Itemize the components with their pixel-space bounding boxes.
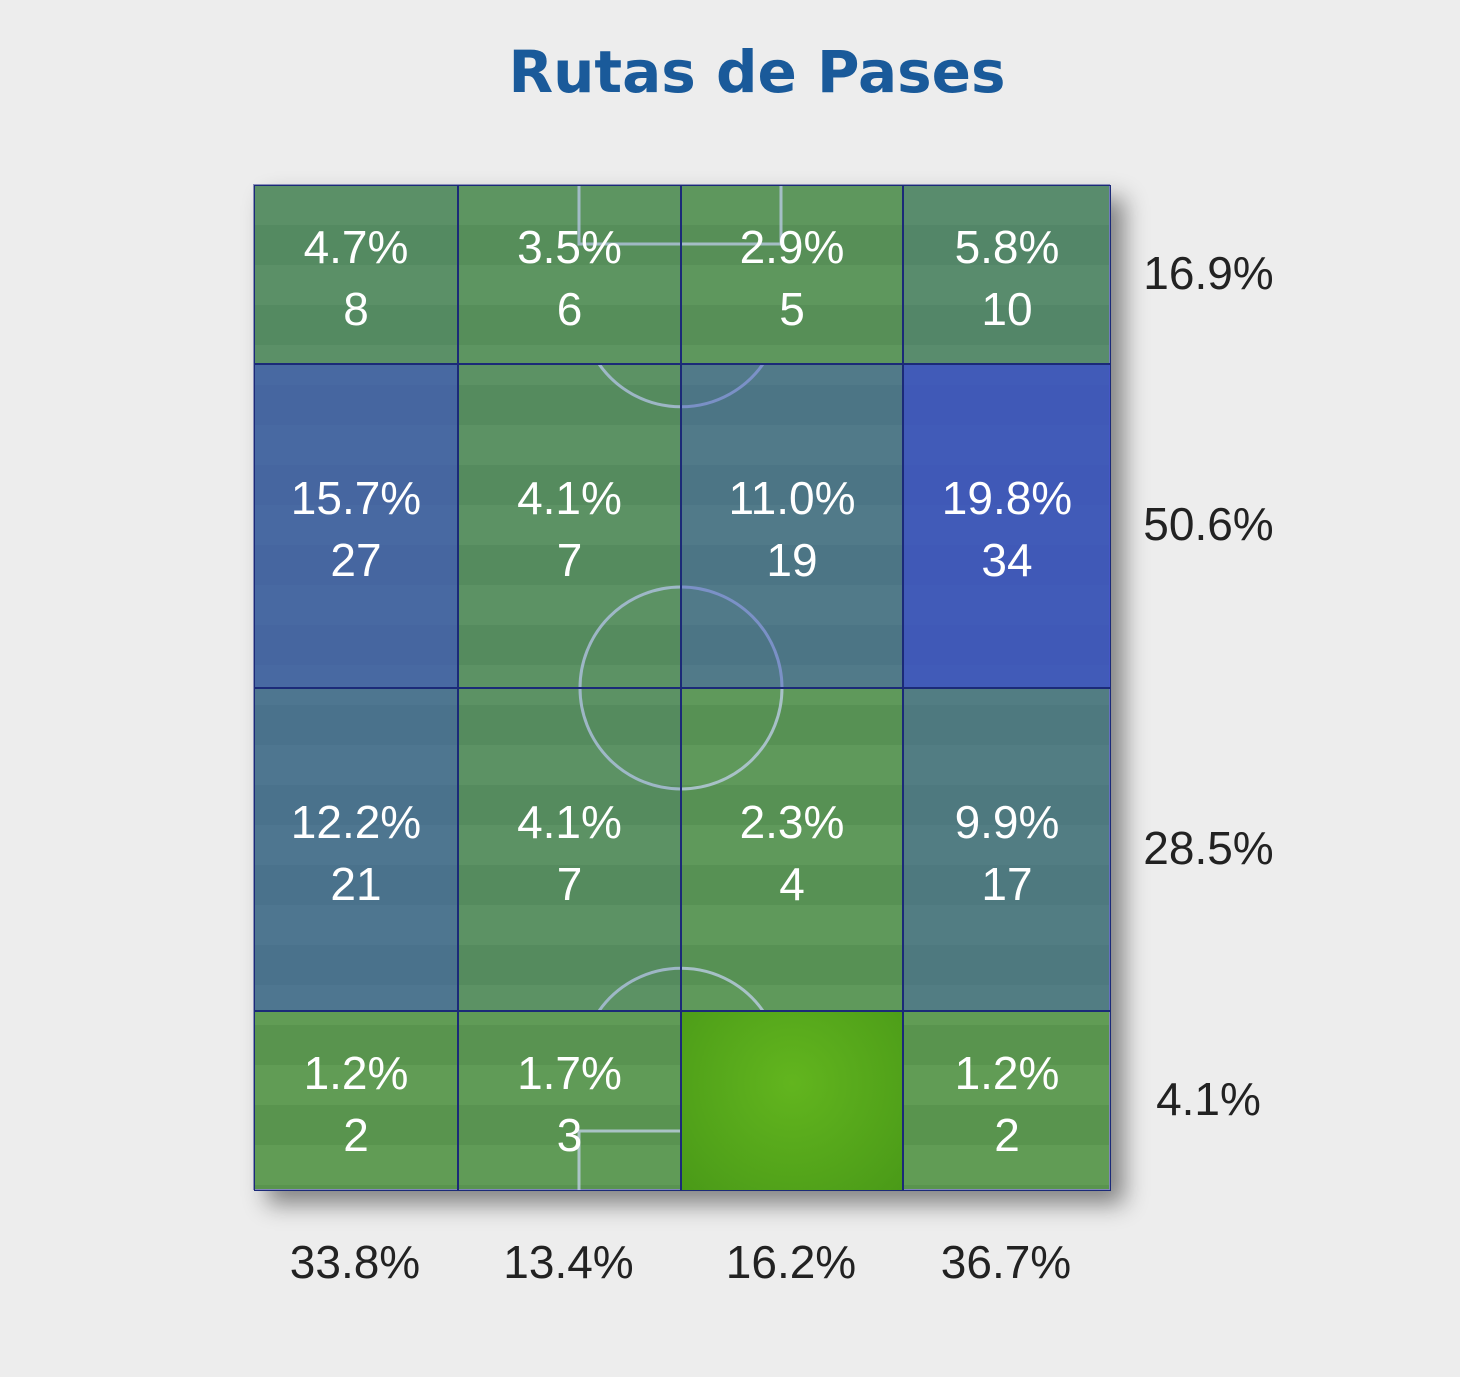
cell-percent: 19.8%	[941, 472, 1073, 524]
heatmap-cell: 2.9% 5	[681, 185, 903, 364]
cell-count: 7	[556, 534, 583, 586]
column-total: 16.2%	[725, 1236, 857, 1288]
cell-count: 27	[330, 534, 382, 586]
cell-percent: 1.2%	[303, 1047, 409, 1099]
heatmap-cell: 4.7% 8	[254, 185, 458, 364]
row-total: 50.6%	[1143, 498, 1274, 550]
row-total: 28.5%	[1143, 821, 1274, 874]
column-total: 33.8%	[289, 1236, 421, 1288]
heatmap-cell: 15.7% 27	[254, 364, 458, 688]
heatmap-cell: 5.8% 10	[903, 185, 1111, 364]
cell-count: 6	[556, 282, 583, 335]
heatmap-cell: 19.8% 34	[903, 364, 1111, 688]
heatmap-cell: 1.2% 2	[903, 1011, 1111, 1191]
cell-percent: 3.5%	[517, 220, 622, 273]
cell-count: 8	[343, 282, 369, 335]
cell-count: 3	[556, 1109, 583, 1161]
cell-count: 21	[330, 857, 382, 910]
cell-count: 2	[343, 1109, 369, 1161]
heatmap-cell: 2.3% 4	[681, 688, 903, 1011]
cell-percent: 15.7%	[290, 472, 422, 524]
cell-count: 19	[766, 534, 818, 586]
heatmap-cell: 4.1% 7	[458, 364, 681, 688]
row-total: 16.9%	[1143, 246, 1274, 299]
cell-count: 2	[994, 1109, 1020, 1161]
heatmap-cell: 1.2% 2	[254, 1011, 458, 1191]
chart-title: Rutas de Pases	[508, 38, 1006, 106]
heatmap-cell: 3.5% 6	[458, 185, 681, 364]
cell-percent: 11.0%	[728, 472, 856, 524]
cell-percent: 4.7%	[303, 220, 409, 273]
cell-count: 4	[779, 857, 805, 910]
cell-count: 17	[981, 857, 1033, 910]
cell-percent: 2.9%	[739, 220, 845, 273]
row-total: 4.1%	[1156, 1073, 1261, 1125]
cell-count: 7	[556, 857, 583, 910]
cell-percent: 12.2%	[290, 795, 422, 848]
column-total: 13.4%	[503, 1236, 634, 1288]
cell-percent: 4.1%	[517, 795, 622, 848]
cell-percent: 1.7%	[517, 1047, 622, 1099]
cell-count: 10	[981, 282, 1033, 335]
column-total: 36.7%	[940, 1236, 1072, 1288]
cell-percent: 9.9%	[954, 795, 1060, 848]
cell-percent: 1.2%	[954, 1047, 1060, 1099]
heatmap-cell: 1.7% 3	[458, 1011, 681, 1191]
heatmap-cell	[681, 1011, 903, 1191]
pitch: 4.7% 8 3.5% 6 2.9% 5 5.8% 10 15.7% 27 4.1% 7 11.0% 19…	[253, 184, 1111, 1191]
cell-count: 34	[981, 534, 1033, 586]
cell-count: 5	[779, 282, 805, 335]
cell-percent: 2.3%	[739, 795, 845, 848]
cell-percent: 5.8%	[954, 220, 1060, 273]
cell-percent: 4.1%	[517, 472, 622, 524]
heatmap-cell: 12.2% 21	[254, 688, 458, 1011]
heatmap-cell: 9.9% 17	[903, 688, 1111, 1011]
heatmap-cell: 4.1% 7	[458, 688, 681, 1011]
heatmap-cell: 11.0% 19	[681, 364, 903, 688]
